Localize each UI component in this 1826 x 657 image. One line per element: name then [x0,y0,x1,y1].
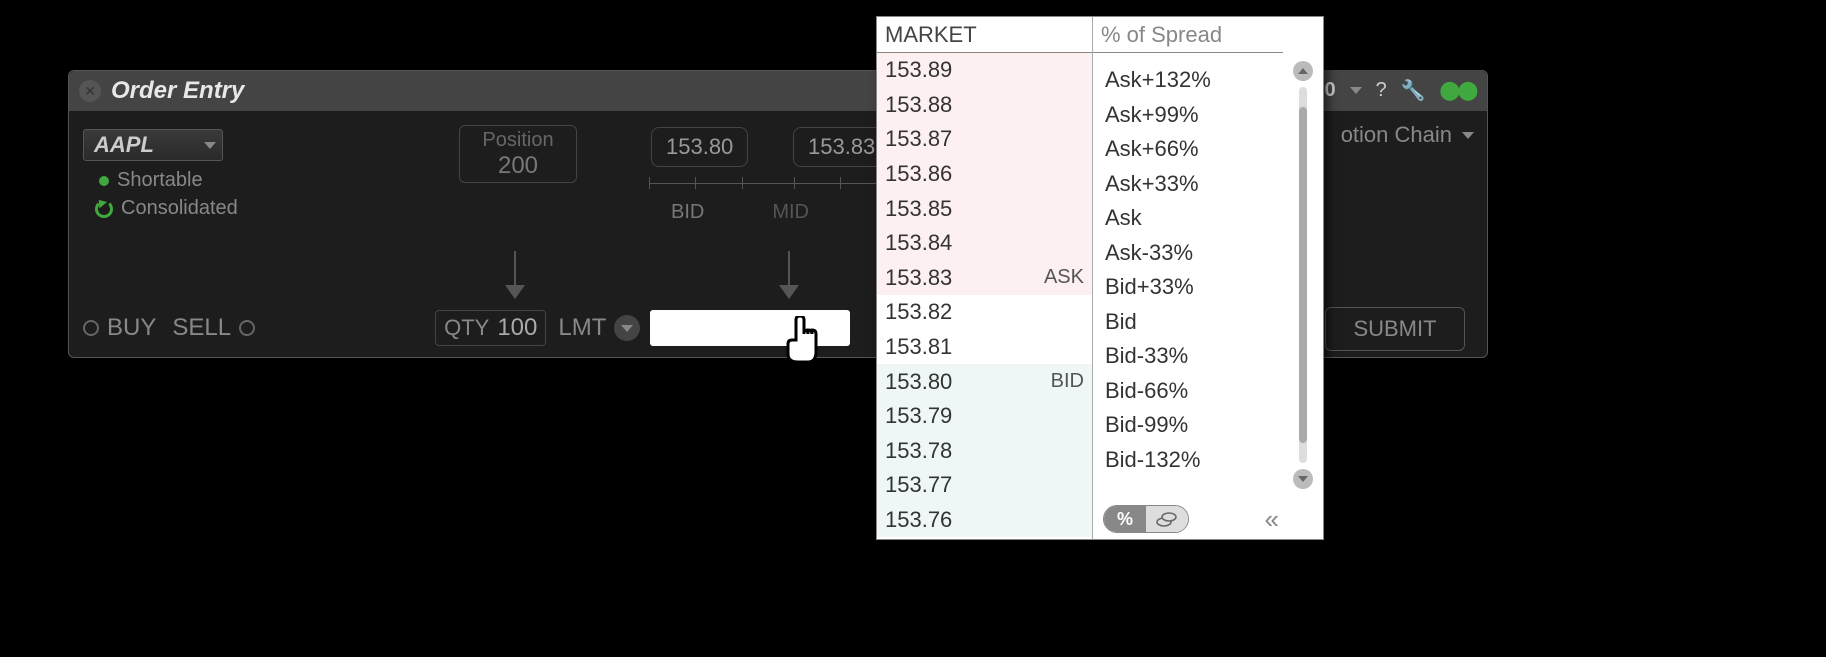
price-row[interactable]: 153.89 [877,53,1092,88]
toggle-coins-icon[interactable] [1146,506,1188,532]
submit-button[interactable]: SUBMIT [1325,307,1465,351]
qty-label: QTY [444,315,489,341]
price-row[interactable]: 153.76 [877,503,1092,538]
help-icon[interactable]: ? [1376,79,1387,102]
price-row[interactable]: 153.83 ASK [877,261,1092,296]
spread-list: Ask+132%Ask+99%Ask+66%Ask+33%AskAsk-33%B… [1093,53,1283,499]
spread-row[interactable]: Bid-66% [1093,374,1283,409]
spread-row[interactable]: Ask+99% [1093,98,1283,133]
close-icon[interactable]: ✕ [79,80,101,102]
price-row[interactable]: 153.78 [877,434,1092,469]
spread-row[interactable]: Bid-132% [1093,443,1283,478]
consolidated-label: Consolidated [121,197,238,220]
price-value: 153.78 [885,438,952,464]
sell-label[interactable]: SELL [172,314,231,342]
price-list: 153.89 153.88 153.87 153.86 153.85 153.84 153.… [877,53,1092,539]
status-dot-icon [99,176,109,186]
position-value: 200 [498,152,538,180]
spread-row[interactable]: Ask+33% [1093,167,1283,202]
price-value: 153.79 [885,403,952,429]
wrench-icon[interactable]: 🔧 [1401,78,1426,103]
refresh-icon [95,200,113,218]
position-box: Position 200 [459,125,577,183]
submit-label: SUBMIT [1353,316,1436,342]
price-row[interactable]: 153.77 [877,468,1092,503]
price-value: 153.80 [885,369,952,395]
order-type-value: LMT [558,314,606,342]
spread-row[interactable]: Bid [1093,305,1283,340]
bid-price: 153.80 [666,134,733,160]
spread-footer: % « [1093,499,1283,539]
price-value: 153.89 [885,57,952,83]
spread-row[interactable]: Ask+132% [1093,63,1283,98]
panel-title: Order Entry [111,77,244,105]
spread-row[interactable]: Bid-33% [1093,339,1283,374]
spread-header: % of Spread [1093,17,1283,53]
price-row[interactable]: 153.79 [877,399,1092,434]
price-row[interactable]: 153.80 BID [877,364,1092,399]
qty-value: 100 [497,314,537,342]
qty-box[interactable]: QTY 100 [435,310,546,346]
shortable-label: Shortable [117,169,203,192]
toggle-percent[interactable]: % [1104,506,1146,532]
arrow-down-icon [501,251,529,301]
shortable-status: Shortable [99,169,203,192]
price-value: 153.88 [885,92,952,118]
price-value: 153.83 [885,265,952,291]
link-icon[interactable]: ⬤⬤ [1440,80,1476,101]
order-type-dropdown[interactable]: LMT [558,314,640,342]
consolidated-status[interactable]: Consolidated [95,197,238,220]
price-value: 153.82 [885,299,952,325]
unit-toggle[interactable]: % [1103,505,1189,533]
chevron-down-icon [1462,132,1474,139]
price-value: 153.87 [885,126,952,152]
spread-row[interactable]: Ask-33% [1093,236,1283,271]
chevron-down-icon[interactable] [1350,87,1362,94]
price-value: 153.81 [885,334,952,360]
chevron-down-icon [204,142,216,149]
price-row[interactable]: 153.85 [877,191,1092,226]
spread-row[interactable]: Bid-99% [1093,408,1283,443]
limit-price-input[interactable] [650,310,850,346]
price-row[interactable]: 153.87 [877,122,1092,157]
price-ladder-popup: MARKET 153.89153.88153.87153.86153.85153… [876,16,1324,540]
chevron-down-icon [614,315,640,341]
scroll-thumb[interactable] [1299,107,1307,443]
buy-radio[interactable] [83,320,99,336]
price-row[interactable]: 153.82 [877,295,1092,330]
right-toolbar-fragment: 0 ? 🔧 ⬤⬤ otion Chain [1324,70,1484,160]
sell-radio[interactable] [239,320,255,336]
ask-price: 153.83 [808,134,875,160]
zero-badge[interactable]: 0 [1325,79,1336,102]
price-row[interactable]: 153.81 [877,330,1092,365]
mid-label: MID [772,201,809,224]
price-value: 153.76 [885,507,952,533]
scroll-down-icon[interactable] [1293,469,1313,489]
price-value: 153.77 [885,472,952,498]
price-row[interactable]: 153.88 [877,88,1092,123]
scroll-track[interactable] [1299,87,1307,463]
price-value: 153.84 [885,230,952,256]
collapse-icon[interactable]: « [1265,504,1273,535]
price-value: 153.85 [885,196,952,222]
symbol-dropdown[interactable]: AAPL [83,129,223,161]
price-tag: BID [1051,370,1084,393]
price-tag: ASK [1044,266,1084,289]
arrow-down-icon [775,251,803,301]
price-row[interactable]: 153.86 [877,157,1092,192]
buy-label[interactable]: BUY [107,314,156,342]
price-value: 153.86 [885,161,952,187]
scroll-up-icon[interactable] [1293,61,1313,81]
spread-row[interactable]: Ask+66% [1093,132,1283,167]
bid-label: BID [671,201,704,224]
scrollbar[interactable] [1283,17,1323,539]
market-header: MARKET [877,17,1092,53]
option-chain-label[interactable]: otion Chain [1341,122,1452,148]
position-label: Position [482,129,553,152]
bid-price-pill[interactable]: 153.80 [651,127,748,167]
price-row[interactable]: 153.84 [877,226,1092,261]
spread-row[interactable]: Bid+33% [1093,270,1283,305]
spread-row[interactable]: Ask [1093,201,1283,236]
symbol-value: AAPL [94,132,154,158]
